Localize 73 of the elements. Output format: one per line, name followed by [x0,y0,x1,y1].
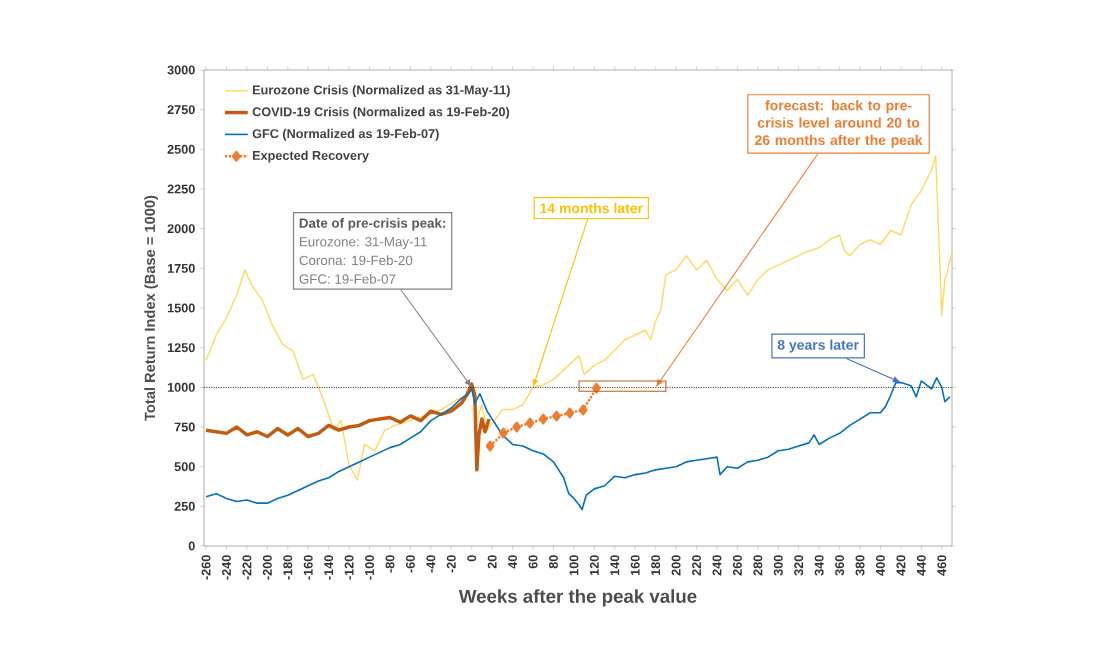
x-tick-label: -120 [344,555,354,580]
x-tick-label: 180 [651,555,661,576]
x-tick-label: 0 [467,555,477,562]
point [485,440,495,452]
point [512,421,522,433]
x-tick-label: 120 [589,555,599,576]
x-tick-label: 160 [630,555,640,576]
y-tick-label: 2500 [167,144,195,154]
y-tick-label: 3000 [167,65,195,75]
legend-label: Expected Recovery [252,150,369,163]
annotation: Corona: 19-Feb-20 [299,255,413,266]
x-tick-label: 460 [937,555,947,576]
point [525,417,535,429]
annotation: 8 years later [777,339,859,353]
x-tick-label: 320 [794,555,804,576]
y-tick-label: 1000 [167,382,195,392]
y-tick-label: 1250 [167,343,195,353]
legend-label: COVID-19 Crisis (Normalized as 19-Feb-20) [252,106,510,119]
y-tick-label: 0 [188,541,195,551]
x-tick-label: 440 [916,555,926,576]
annotation: forecast: back to pre-crisis level around 20 to 26 months after the peak [755,100,923,148]
y-axis-title: Total Return Index (Base = 1000) [144,195,158,421]
x-tick-label: 360 [835,555,845,576]
x-tick-label: 200 [671,555,681,576]
point [591,382,601,394]
x-tick-label: 280 [753,555,763,576]
x-tick-label: 380 [855,555,865,576]
x-tick-label: -220 [242,555,252,580]
x-tick-label: -240 [222,555,231,580]
x-tick-label: -160 [303,555,313,580]
line-series [205,377,951,511]
y-tick-label: 2250 [167,184,195,194]
y-tick-label: 2000 [167,224,195,234]
x-tick-label: 300 [773,555,783,576]
x-tick-label: -80 [385,555,395,573]
x-tick-label: -60 [405,555,415,573]
y-tick-label: 2750 [167,105,195,115]
point [499,427,508,439]
legend-label: GFC (Normalized as 19-Feb-07) [252,128,439,141]
x-tick-label: 40 [508,555,518,569]
point [565,407,575,419]
x-tick-label: -40 [426,555,436,573]
x-tick-label: -260 [201,555,211,580]
x-tick-label: -140 [324,555,334,580]
y-tick-label: 750 [174,422,195,432]
x-tick-label: -200 [262,555,272,580]
y-tick-label: 1500 [167,303,195,313]
x-tick-label: 100 [569,555,579,576]
annotation: Date of pre-crisis peak: [299,217,446,231]
x-tick-label: 400 [875,555,885,576]
x-tick-label: -180 [283,555,293,580]
y-tick-label: 500 [174,462,195,472]
y-tick-label: 250 [174,501,195,511]
x-tick-label: -100 [365,555,375,580]
x-tick-label: 80 [548,555,558,569]
annotation: Eurozone: 31-May-11 [299,237,427,250]
x-tick-label: 340 [814,555,824,576]
x-tick-label: 140 [610,555,620,576]
x-tick-label: 60 [528,555,538,569]
x-axis-title: Weeks after the peak value [458,589,697,607]
x-tick-label: 420 [896,555,906,576]
y-tick-label: 1750 [167,263,195,273]
x-tick-label: 220 [692,555,702,576]
x-tick-label: 240 [712,555,722,576]
point [538,413,548,425]
x-tick-label: 20 [487,555,497,569]
x-tick-label: -20 [446,555,456,573]
annotation: GFC: 19-Feb-07 [299,273,396,284]
x-tick-label: 260 [732,555,742,576]
point [552,410,561,422]
annotation: 14 months later [540,202,643,214]
point [578,404,588,416]
legend-label: Eurozone Crisis (Normalized as 31-May-11) [252,85,510,97]
